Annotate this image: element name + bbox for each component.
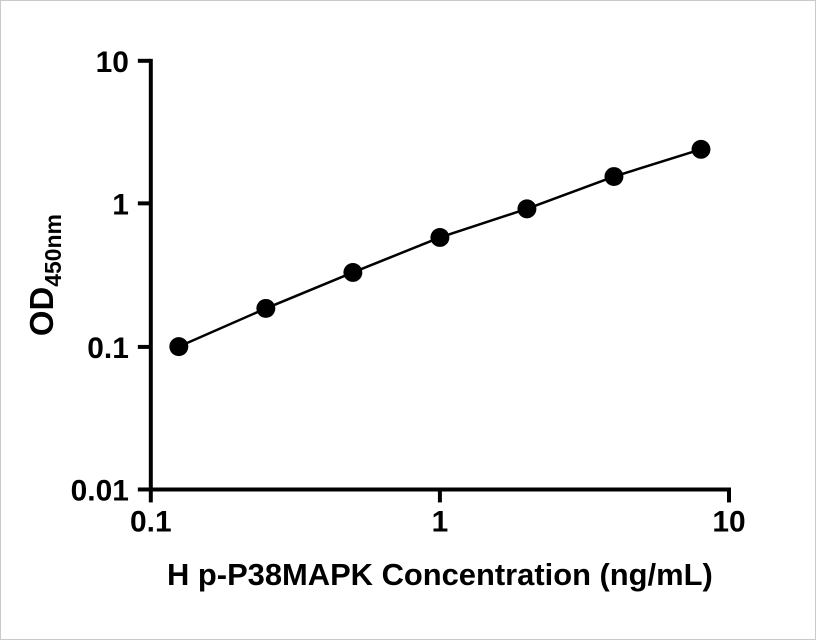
- x-tick-label-10: 10: [712, 505, 745, 538]
- y-tick-label-0-01: 0.01: [71, 474, 129, 507]
- axis-ticks: [137, 58, 731, 503]
- y-axis-title: OD450nm: [23, 214, 66, 336]
- y-tick-label-10: 10: [96, 46, 129, 79]
- data-point: [343, 262, 363, 282]
- data-series: [169, 139, 711, 357]
- x-tick-label-1: 1: [432, 505, 449, 538]
- data-point: [169, 337, 189, 357]
- y-axis-title-subscript: 450nm: [40, 214, 66, 287]
- y-tick-label-0-1: 0.1: [87, 332, 129, 365]
- x-tick-label-0-1: 0.1: [130, 505, 172, 538]
- data-point: [517, 199, 537, 219]
- data-point: [691, 139, 711, 159]
- data-point: [604, 167, 624, 187]
- y-tick-label-1: 1: [112, 188, 129, 221]
- data-point: [256, 298, 276, 318]
- x-axis-title: H p-P38MAPK Concentration (ng/mL): [167, 557, 713, 592]
- axis-lines: [148, 58, 731, 492]
- data-point: [430, 227, 450, 247]
- y-axis-title-main: OD: [23, 287, 60, 336]
